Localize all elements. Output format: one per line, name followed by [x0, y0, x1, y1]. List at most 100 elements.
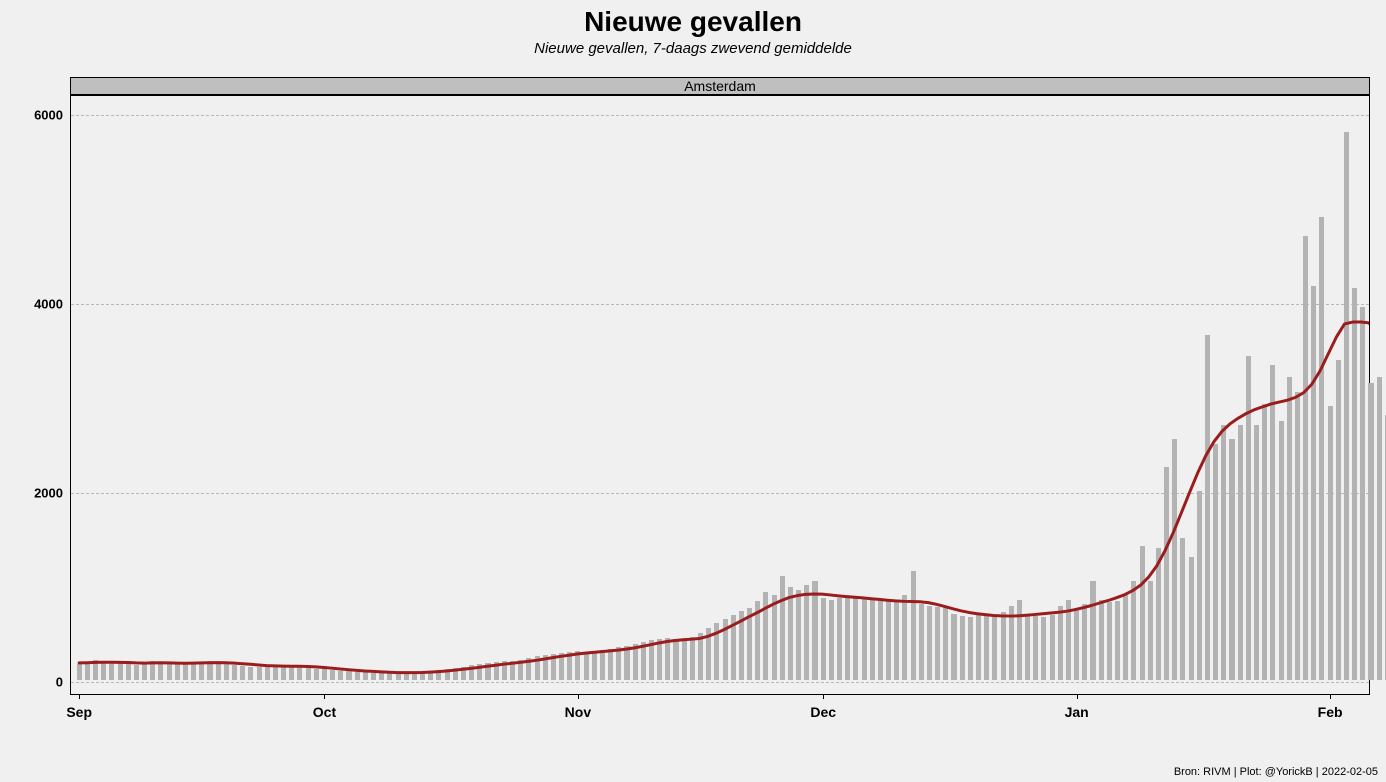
- bar: [175, 663, 180, 680]
- bar: [1254, 425, 1259, 680]
- bar: [158, 663, 163, 680]
- bar: [1352, 288, 1357, 680]
- bar: [690, 637, 695, 680]
- bar: [1017, 600, 1022, 679]
- bar: [1164, 467, 1169, 680]
- bar: [919, 604, 924, 680]
- bar: [363, 672, 368, 680]
- panel-strip-label: Amsterdam: [70, 77, 1370, 95]
- bar: [992, 617, 997, 680]
- bar: [191, 662, 196, 679]
- bar: [1205, 335, 1210, 680]
- bar: [821, 598, 826, 680]
- bar: [518, 660, 523, 680]
- bar: [608, 649, 613, 680]
- bar: [1319, 217, 1324, 680]
- bar: [968, 617, 973, 680]
- bar: [436, 670, 441, 680]
- bar: [935, 607, 940, 680]
- bar: [804, 585, 809, 679]
- x-tick-mark: [324, 694, 325, 699]
- bar: [731, 615, 736, 680]
- bar: [428, 671, 433, 680]
- plot-area: 0200040006000 SepOctNovDecJanFeb: [70, 95, 1370, 695]
- bar: [1262, 404, 1267, 680]
- bar: [224, 664, 229, 680]
- bar: [1287, 377, 1292, 679]
- x-tick-label: Jan: [1065, 704, 1089, 720]
- bar: [927, 606, 932, 680]
- bar: [1033, 616, 1038, 680]
- bar: [322, 669, 327, 679]
- bar: [1131, 581, 1136, 680]
- footer-credit: Bron: RIVM | Plot: @YorickB | 2022-02-05: [1174, 766, 1378, 778]
- bar: [142, 662, 147, 680]
- bar: [755, 601, 760, 679]
- bar: [216, 663, 221, 680]
- x-tick-mark: [1330, 694, 1331, 699]
- x-tick-label: Dec: [810, 704, 836, 720]
- bar: [1189, 557, 1194, 680]
- bar: [763, 592, 768, 680]
- bar: [723, 619, 728, 679]
- bar: [862, 598, 867, 680]
- bar: [412, 672, 417, 680]
- x-tick-label: Sep: [66, 704, 92, 720]
- bar: [1066, 600, 1071, 680]
- bar: [387, 673, 392, 680]
- bar: [812, 581, 817, 680]
- bar: [1328, 406, 1333, 680]
- bar: [1058, 606, 1063, 680]
- bar: [772, 595, 777, 680]
- bar: [551, 654, 556, 680]
- bar: [1025, 614, 1030, 680]
- bar: [584, 652, 589, 680]
- chart-subtitle: Nieuwe gevallen, 7-daags zwevend gemidde…: [0, 40, 1386, 57]
- bar: [894, 600, 899, 680]
- bar: [1074, 609, 1079, 680]
- bar: [477, 664, 482, 680]
- bar: [567, 652, 572, 679]
- bar: [706, 628, 711, 680]
- bar: [314, 669, 319, 680]
- bar: [911, 571, 916, 680]
- bar: [845, 595, 850, 680]
- bar: [240, 666, 245, 680]
- bar: [543, 655, 548, 680]
- bar: [118, 663, 123, 680]
- bar: [714, 623, 719, 680]
- bar: [1303, 236, 1308, 680]
- bar: [575, 651, 580, 679]
- bar: [1311, 286, 1316, 680]
- bar: [1050, 615, 1055, 680]
- x-tick-mark: [578, 694, 579, 699]
- chart-title: Nieuwe gevallen: [0, 6, 1386, 38]
- bar: [355, 672, 360, 680]
- bar: [150, 661, 155, 680]
- bar: [886, 601, 891, 679]
- bar: [379, 673, 384, 680]
- bar: [1246, 356, 1251, 680]
- bar: [535, 656, 540, 680]
- bar: [960, 616, 965, 680]
- bar: [878, 600, 883, 679]
- bar: [526, 658, 531, 680]
- bar: [902, 595, 907, 680]
- y-tick-label: 6000: [34, 107, 63, 122]
- bar: [371, 673, 376, 680]
- bar: [1140, 546, 1145, 680]
- grid-line: [71, 682, 1369, 683]
- bar: [248, 667, 253, 680]
- bar: [976, 614, 981, 680]
- bar: [85, 663, 90, 680]
- bar: [870, 599, 875, 680]
- bar: [265, 667, 270, 680]
- bar: [167, 664, 172, 680]
- bar: [1180, 538, 1185, 680]
- bar: [396, 673, 401, 680]
- bar: [510, 661, 515, 680]
- bar: [1041, 617, 1046, 680]
- bar: [469, 665, 474, 680]
- bar: [445, 669, 450, 680]
- bar: [1238, 425, 1243, 680]
